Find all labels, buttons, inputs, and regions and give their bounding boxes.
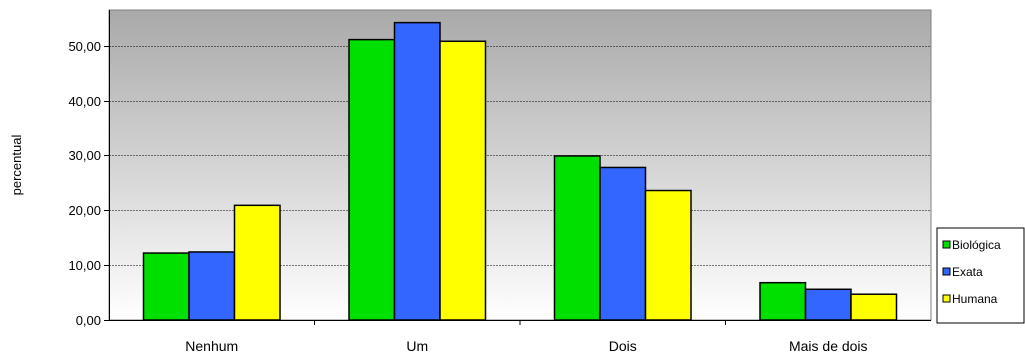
bar <box>850 293 898 321</box>
bar <box>142 252 190 321</box>
bar <box>644 189 692 321</box>
legend-label: Biológica <box>952 238 1001 252</box>
legend-swatch <box>942 294 951 303</box>
bar <box>233 204 281 321</box>
legend: Biológica Exata Humana <box>936 227 1025 324</box>
x-tick-label: Dois <box>609 338 637 354</box>
legend-swatch <box>942 240 951 249</box>
axes <box>104 10 931 325</box>
bar <box>599 166 647 321</box>
y-tick-label: 10,00 <box>68 258 101 273</box>
y-tick-label: 0,00 <box>76 313 101 328</box>
legend-swatch <box>942 267 951 276</box>
bar <box>188 251 236 321</box>
bar <box>348 38 396 321</box>
y-tick-label: 40,00 <box>68 94 101 109</box>
bar <box>439 40 487 321</box>
bar <box>804 288 852 321</box>
axis-labels: 0,00 10,00 20,00 30,00 40,00 50,00 Nenhum Um Doi… <box>68 39 867 354</box>
x-tick-label: Nenhum <box>185 338 238 354</box>
legend-label: Exata <box>952 265 983 279</box>
bars <box>142 21 898 321</box>
x-tick-label: Mais de dois <box>789 338 868 354</box>
bar <box>553 155 601 321</box>
y-tick-label: 50,00 <box>68 39 101 54</box>
bar <box>759 281 807 321</box>
y-tick-label: 30,00 <box>68 148 101 163</box>
y-axis-title: percentual <box>9 135 24 196</box>
x-tick-label: Um <box>406 338 428 354</box>
bar <box>393 21 441 321</box>
y-tick-label: 20,00 <box>68 203 101 218</box>
legend-box <box>936 227 1025 324</box>
legend-label: Humana <box>952 292 998 306</box>
